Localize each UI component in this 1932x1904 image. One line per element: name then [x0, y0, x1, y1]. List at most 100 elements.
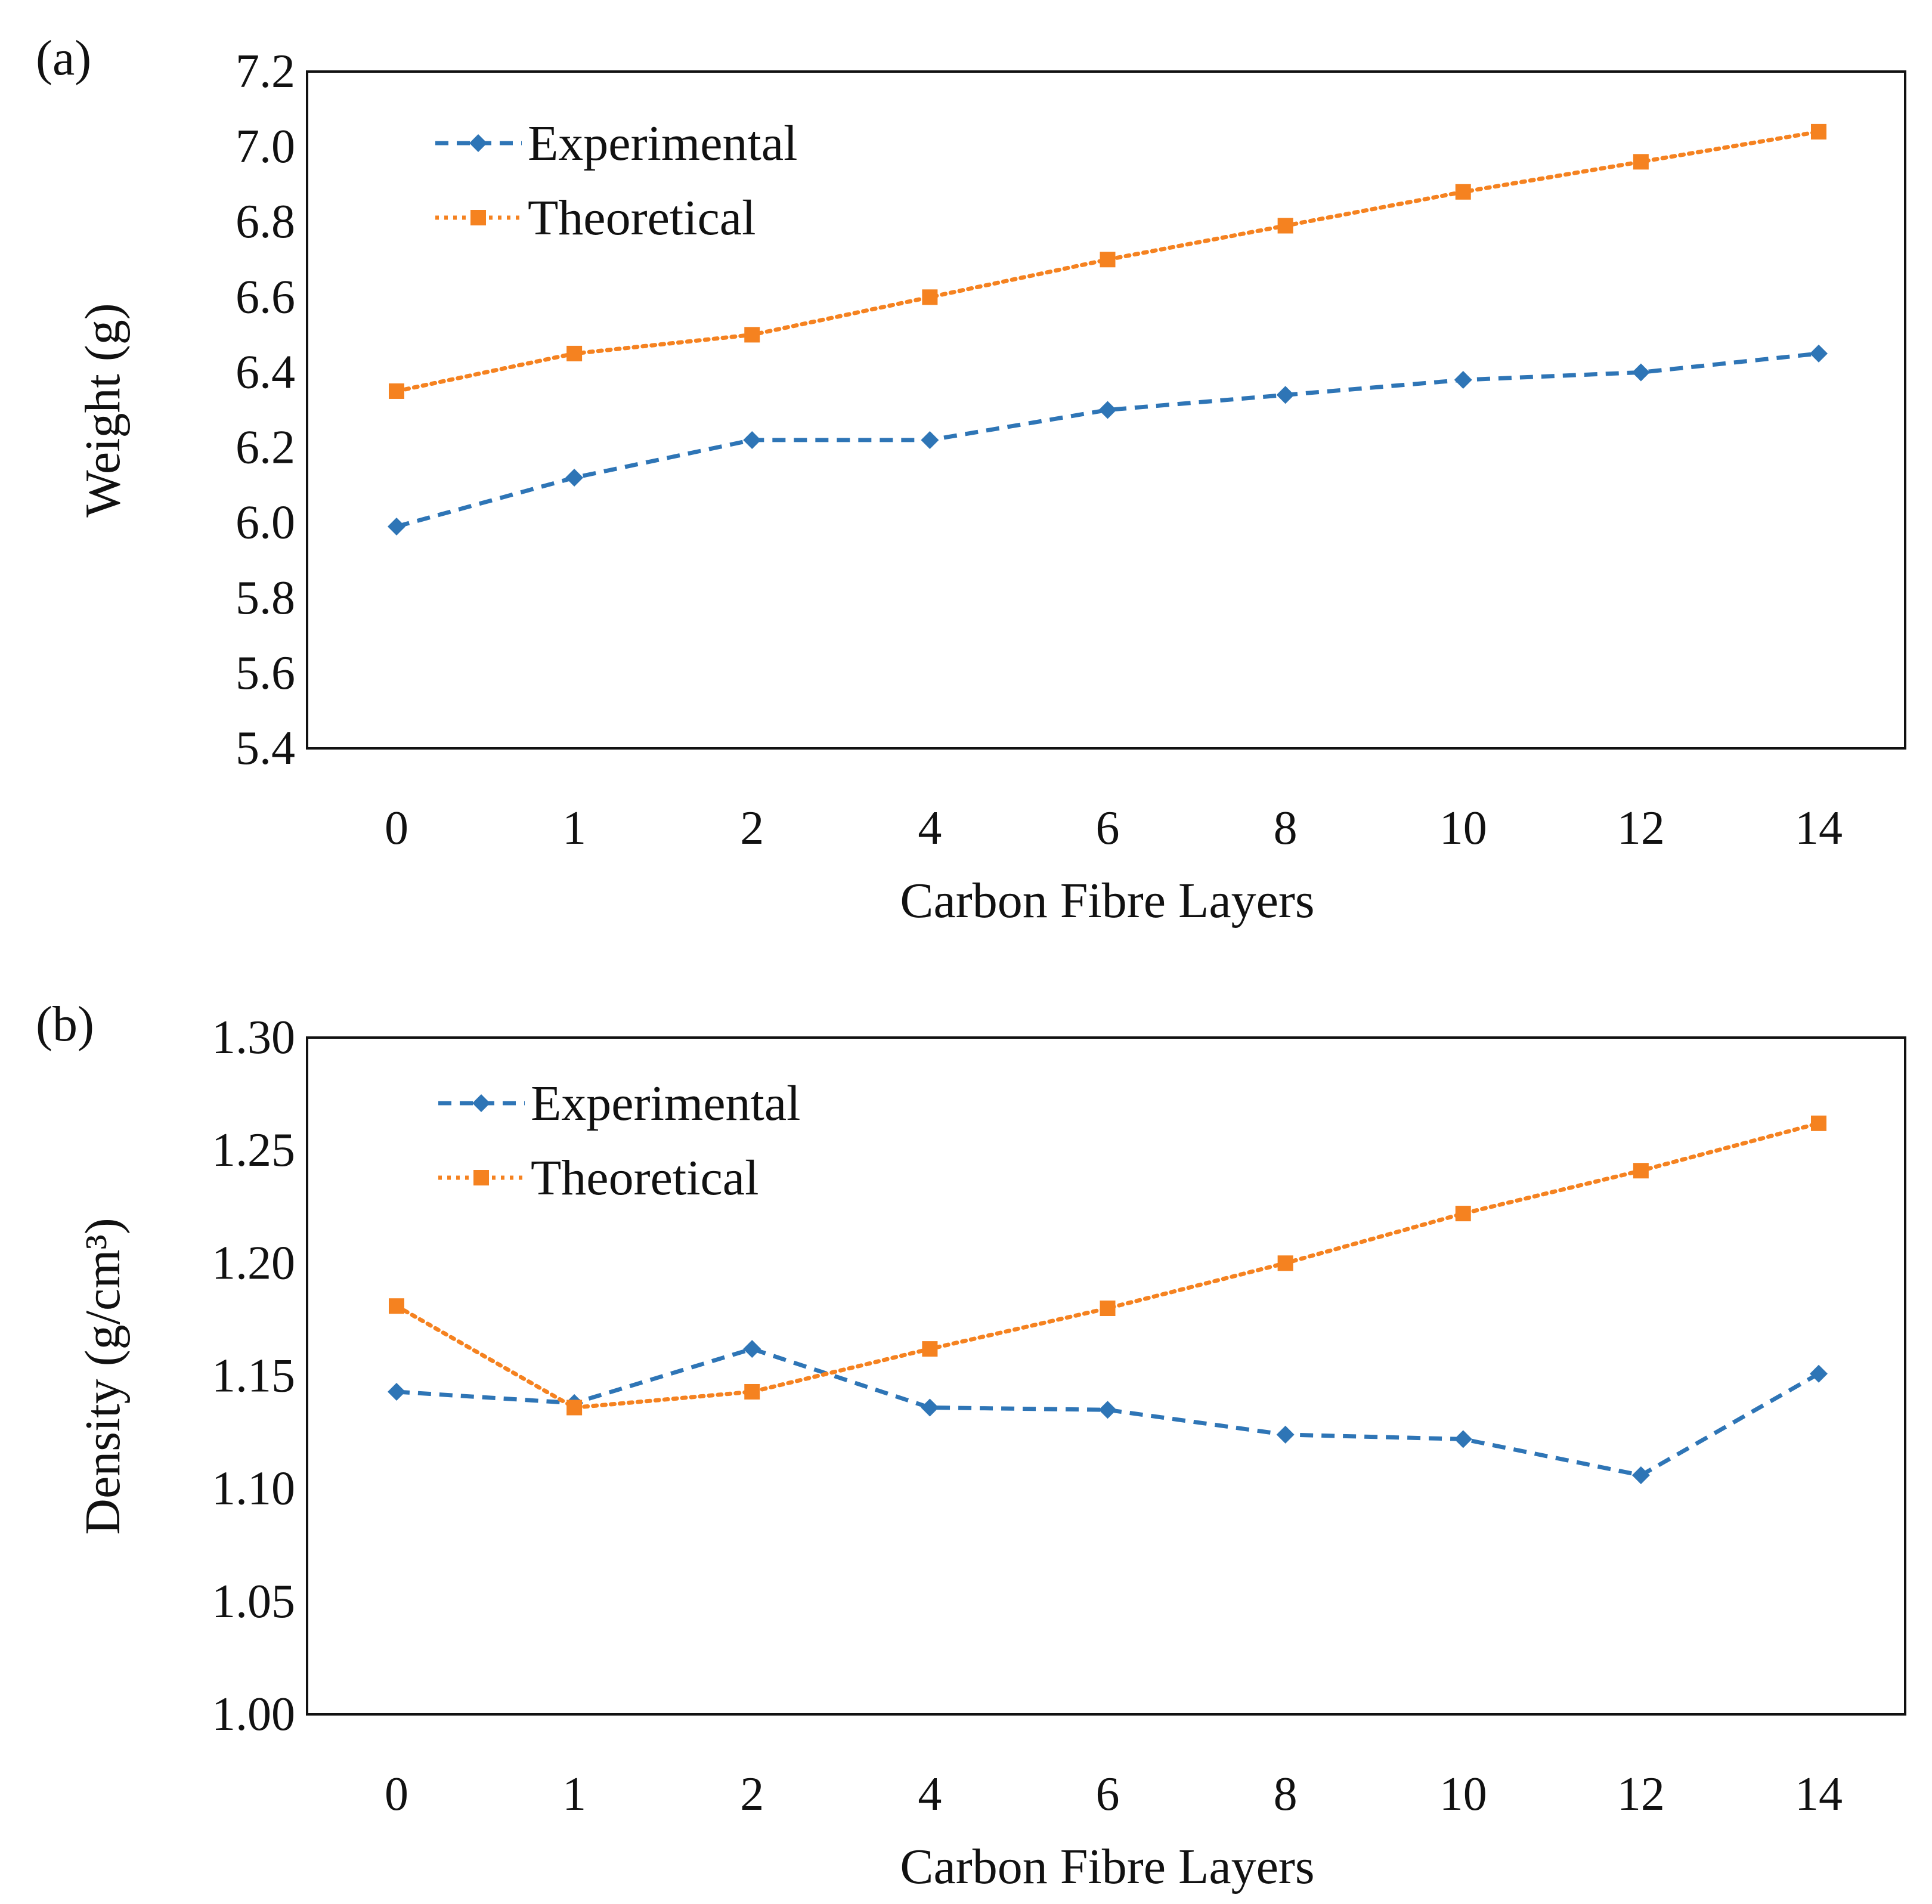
- y-tick-label-a-5: 6.4: [236, 346, 295, 398]
- experimental-point-a-5: [1276, 386, 1295, 404]
- theoretical-point-b-1: [566, 1400, 583, 1416]
- y-axis-title-b: Density (g/cm³): [75, 1218, 131, 1534]
- theoretical-point-b-5: [1277, 1255, 1293, 1271]
- theoretical-point-b-0: [389, 1298, 404, 1314]
- y-axis-ticks-b: 1.00 1.05 1.10 1.15 1.20 1.25 1.30: [212, 1011, 295, 1741]
- x-tick-label-a-7: 12: [1617, 802, 1665, 855]
- x-axis-ticks-b: 0 1 2 4 6 8 10 12 14: [385, 1768, 1843, 1821]
- experimental-point-b-5: [1276, 1425, 1295, 1444]
- theoretical-point-b-4: [1100, 1301, 1116, 1316]
- y-tick-label-a-7: 6.8: [236, 196, 295, 248]
- y-axis-title-a: Weight (g): [75, 303, 131, 517]
- experimental-point-a-4: [1098, 401, 1117, 419]
- experimental-point-b-8: [1810, 1364, 1828, 1383]
- experimental-line-a: [396, 351, 1819, 529]
- theoretical-point-a-1: [566, 345, 583, 361]
- experimental-point-b-7: [1631, 1466, 1650, 1484]
- x-tick-label-b-1: 1: [562, 1768, 586, 1821]
- plot-frame-b: [306, 1036, 1906, 1716]
- theoretical-point-a-3: [922, 289, 938, 305]
- legend-a: Experimental Theoretical: [435, 116, 797, 246]
- legend-experimental-marker-b: [472, 1094, 490, 1112]
- plot-frame-a: [306, 70, 1906, 750]
- experimental-point-b-3: [921, 1398, 939, 1417]
- x-axis-title-b: Carbon Fibre Layers: [900, 1839, 1314, 1894]
- experimental-point-b-4: [1098, 1401, 1117, 1419]
- x-tick-label-b-3: 4: [918, 1768, 942, 1821]
- legend-theoretical-label-a: Theoretical: [528, 190, 756, 246]
- x-axis-title-a: Carbon Fibre Layers: [900, 873, 1314, 928]
- y-tick-label-b-2: 1.10: [212, 1463, 295, 1515]
- series-group-a: [388, 123, 1828, 535]
- x-tick-label-a-5: 8: [1274, 802, 1298, 855]
- theoretical-point-b-2: [744, 1383, 760, 1400]
- y-tick-label-a-6: 6.6: [236, 271, 295, 323]
- theoretical-point-b-6: [1455, 1206, 1471, 1222]
- legend-theoretical-label-b: Theoretical: [531, 1150, 758, 1206]
- theoretical-point-a-4: [1100, 252, 1116, 268]
- x-tick-label-b-2: 2: [740, 1768, 764, 1821]
- panel-label-b: (b): [36, 996, 94, 1052]
- y-tick-label-b-5: 1.25: [212, 1124, 295, 1177]
- x-tick-label-b-0: 0: [385, 1768, 408, 1821]
- y-tick-label-a-9: 7.2: [236, 45, 295, 98]
- y-tick-label-b-1: 1.05: [212, 1575, 295, 1628]
- theoretical-point-b-8: [1811, 1115, 1826, 1131]
- experimental-point-a-0: [388, 517, 405, 535]
- x-tick-label-a-2: 2: [740, 802, 764, 855]
- legend-experimental-label-a: Experimental: [528, 116, 797, 171]
- x-tick-label-b-5: 8: [1274, 1768, 1298, 1821]
- theoretical-point-a-7: [1633, 154, 1649, 170]
- y-axis-ticks-a: 5.4 5.6 5.8 6.0 6.2 6.4 6.6 6.8 7.0 7.2: [236, 45, 295, 775]
- x-tick-label-b-4: 6: [1096, 1768, 1120, 1821]
- y-tick-label-a-4: 6.2: [236, 422, 295, 474]
- theoretical-point-a-6: [1455, 184, 1471, 200]
- experimental-point-a-1: [565, 469, 584, 487]
- experimental-point-b-0: [388, 1382, 405, 1401]
- experimental-line-b: [396, 1346, 1820, 1478]
- x-tick-label-b-7: 12: [1617, 1768, 1665, 1821]
- experimental-point-a-3: [921, 431, 939, 449]
- x-tick-label-a-4: 6: [1096, 802, 1120, 855]
- theoretical-point-a-2: [744, 327, 760, 343]
- y-tick-label-a-0: 5.4: [236, 722, 295, 775]
- legend-theoretical-marker-a: [470, 210, 486, 225]
- x-tick-label-a-3: 4: [918, 802, 942, 855]
- y-tick-label-b-6: 1.30: [212, 1011, 295, 1064]
- x-tick-label-a-6: 10: [1439, 802, 1487, 855]
- theoretical-point-a-0: [389, 383, 404, 399]
- legend-theoretical-marker-b: [473, 1170, 489, 1185]
- y-tick-label-a-8: 7.0: [236, 120, 295, 173]
- experimental-point-a-6: [1454, 371, 1472, 389]
- theoretical-point-a-8: [1811, 123, 1826, 140]
- theoretical-line-b: [394, 1121, 1821, 1410]
- experimental-point-a-7: [1631, 363, 1650, 382]
- x-tick-label-b-8: 14: [1795, 1768, 1843, 1821]
- x-tick-label-a-0: 0: [385, 802, 408, 855]
- y-tick-label-b-4: 1.20: [212, 1237, 295, 1289]
- x-tick-label-a-8: 14: [1795, 802, 1843, 855]
- x-tick-label-b-6: 10: [1439, 1768, 1487, 1821]
- y-tick-label-a-1: 5.6: [236, 647, 295, 699]
- x-axis-ticks-a: 0 1 2 4 6 8 10 12 14: [385, 802, 1843, 855]
- experimental-point-a-2: [743, 431, 761, 449]
- x-tick-label-a-1: 1: [562, 802, 586, 855]
- experimental-point-b-2: [743, 1340, 761, 1358]
- y-tick-label-b-0: 1.00: [212, 1688, 295, 1741]
- legend-experimental-marker-a: [469, 134, 487, 152]
- experimental-point-a-8: [1810, 344, 1828, 363]
- y-tick-label-a-3: 6.0: [236, 497, 295, 549]
- legend-b: Experimental Theoretical: [438, 1076, 800, 1206]
- panel-label-a: (a): [36, 30, 91, 86]
- y-tick-label-a-2: 5.8: [236, 572, 295, 624]
- experimental-point-b-6: [1454, 1430, 1472, 1448]
- series-group-b: [388, 1115, 1828, 1484]
- theoretical-point-b-3: [922, 1341, 938, 1357]
- y-tick-label-b-3: 1.15: [212, 1350, 295, 1403]
- theoretical-point-b-7: [1633, 1163, 1649, 1179]
- legend-experimental-label-b: Experimental: [531, 1076, 800, 1131]
- theoretical-point-a-5: [1277, 218, 1293, 234]
